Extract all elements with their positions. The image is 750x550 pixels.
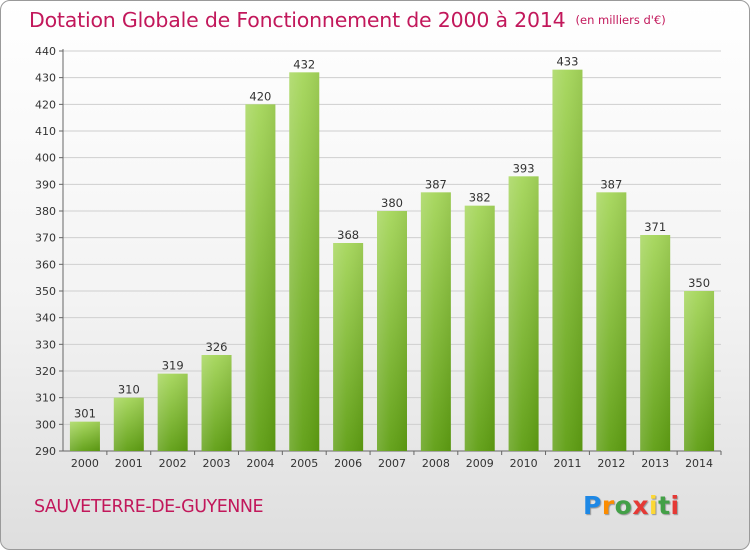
y-tick-label: 340 [35,312,56,325]
bar-shine [596,192,627,452]
x-tick-label: 2013 [641,457,669,470]
bar-shine [420,192,451,452]
data-label: 432 [293,57,315,71]
proxiti-logo[interactable]: Proxiti [583,491,680,520]
x-tick-label: 2004 [246,457,274,470]
x-tick-label: 2002 [159,457,187,470]
data-label: 420 [249,89,271,103]
bar-shine [552,69,583,452]
y-tick-label: 410 [35,125,56,138]
bars [69,69,715,452]
data-label: 393 [513,161,535,175]
bar-shine [201,355,232,451]
data-label: 387 [600,177,622,191]
data-label: 350 [688,276,710,290]
city-name: SAUVETERRE-DE-GUYENNE [34,497,264,517]
bar-shine [508,176,539,452]
data-label: 380 [381,196,403,210]
y-tick-label: 290 [35,445,56,458]
y-tick-label: 420 [35,98,56,111]
x-tick-label: 2010 [510,457,538,470]
data-label: 387 [425,177,447,191]
x-tick-label: 2009 [466,457,494,470]
y-tick-label: 330 [35,338,56,351]
bar-shine [640,235,671,451]
bar-shine [113,397,144,451]
chart-unit: (en milliers d'€) [575,13,666,27]
x-tick-label: 2012 [597,457,625,470]
data-label: 371 [644,220,666,234]
bar-shine [333,243,364,451]
x-tick-label: 2014 [685,457,713,470]
x-tick-label: 2001 [115,457,143,470]
data-label: 301 [74,407,96,421]
chart-title-text: Dotation Globale de Fonctionnement de 20… [29,8,566,32]
y-tick-label: 440 [35,45,56,58]
data-label: 326 [206,340,228,354]
data-label: 368 [337,228,359,242]
x-tick-label: 2006 [334,457,362,470]
data-label: 319 [162,359,184,373]
y-tick-label: 310 [35,392,56,405]
x-tick-label: 2000 [71,457,99,470]
bar-shine [69,421,100,451]
y-tick-label: 430 [35,72,56,85]
x-axis-ticks: 2000 2001 2002 2003 2004 2005 2006 2007 2008 2009… [71,451,722,470]
bar-shine [289,72,320,451]
y-tick-label: 350 [35,285,56,298]
data-label: 382 [469,191,491,205]
y-tick-label: 360 [35,258,56,271]
bar-shine [245,104,276,451]
x-tick-label: 2011 [553,457,581,470]
x-tick-label: 2008 [422,457,450,470]
chart-title: Dotation Globale de Fonctionnement de 20… [29,8,666,32]
data-label: 433 [556,55,578,69]
x-tick-label: 2003 [203,457,231,470]
data-labels: 301 310 319 326 420 432 368 380 387 382 393 433 387 3… [74,55,710,421]
x-tick-label: 2005 [290,457,318,470]
data-label: 310 [118,383,140,397]
y-axis-ticks: 290 300 310 320 330 340 350 360 370 380 390 400 410 4… [35,45,63,458]
bar-shine [684,291,715,451]
bar-shine [377,211,407,451]
x-tick-label: 2007 [378,457,406,470]
y-tick-label: 390 [35,178,56,191]
bar-shine [464,205,495,451]
y-tick-label: 380 [35,205,56,218]
y-tick-label: 320 [35,365,56,378]
y-tick-label: 370 [35,232,56,245]
y-tick-label: 300 [35,418,56,431]
bar-shine [157,373,188,451]
y-tick-label: 400 [35,152,56,165]
